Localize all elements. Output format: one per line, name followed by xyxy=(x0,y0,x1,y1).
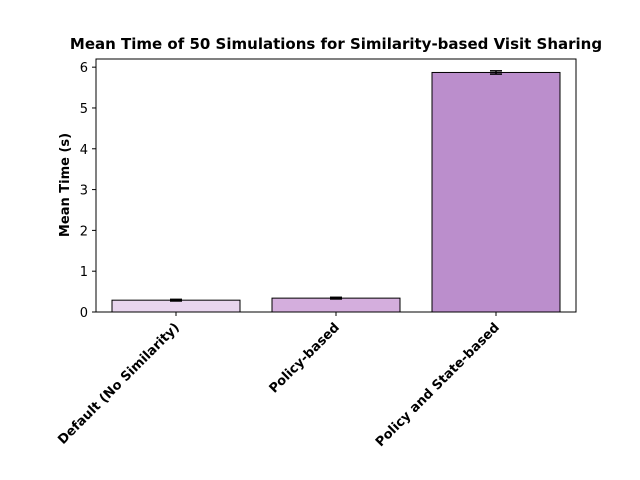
y-tick-label: 6 xyxy=(80,61,88,76)
y-tick-label: 1 xyxy=(80,265,88,280)
error-bars-group xyxy=(170,70,502,302)
x-tick-label: Policy and State-based xyxy=(373,320,503,450)
bar xyxy=(111,299,241,313)
y-tick-label: 2 xyxy=(80,224,88,239)
x-tick-label: Default (No Similarity) xyxy=(55,320,183,448)
y-tick-label: 3 xyxy=(80,184,88,199)
chart-title: Mean Time of 50 Simulations for Similari… xyxy=(70,35,602,53)
y-tick-label: 5 xyxy=(80,102,88,117)
bar xyxy=(431,71,561,313)
y-tick-label: 4 xyxy=(80,143,88,158)
y-axis-ticks: 0 1 2 3 4 5 6 xyxy=(80,61,96,321)
bar xyxy=(271,297,401,313)
x-tick-label: Policy-based xyxy=(267,320,343,396)
x-axis-ticks: Default (No Similarity) Policy-based Polic… xyxy=(55,312,503,450)
bars-group xyxy=(111,71,561,313)
y-tick-label: 0 xyxy=(80,306,88,321)
plot-frame xyxy=(95,58,577,313)
y-axis-label: Mean Time (s) xyxy=(58,133,73,237)
